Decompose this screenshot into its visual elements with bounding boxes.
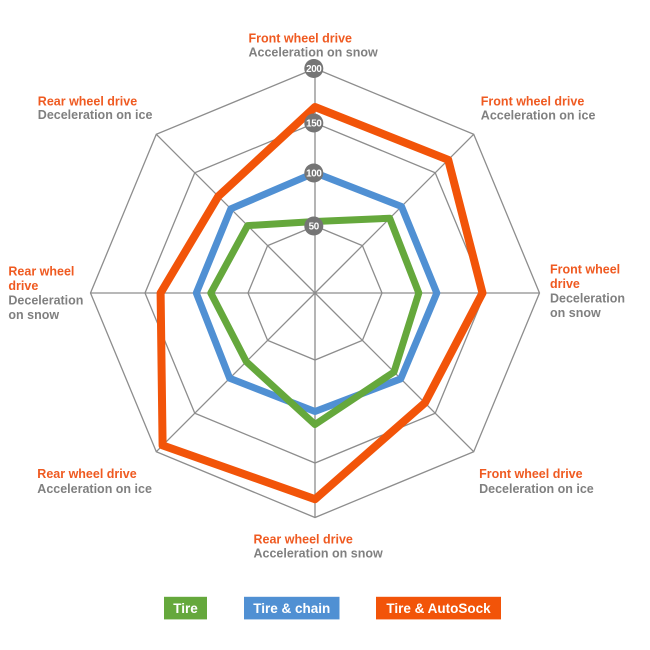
svg-text:100: 100 [306,169,322,180]
svg-text:Acceleration on snow: Acceleration on snow [254,547,383,561]
svg-text:drive: drive [550,277,580,291]
svg-text:on snow: on snow [550,306,601,320]
svg-text:Tire & chain: Tire & chain [253,601,330,616]
svg-text:Acceleration on ice: Acceleration on ice [37,482,152,496]
svg-text:drive: drive [8,279,38,293]
svg-text:Front wheel drive: Front wheel drive [481,94,585,108]
svg-text:Tire: Tire [173,601,198,616]
svg-text:Acceleration on ice: Acceleration on ice [481,108,596,122]
svg-text:Rear wheel drive: Rear wheel drive [254,532,353,546]
svg-text:Rear wheel drive: Rear wheel drive [37,467,136,481]
svg-text:Deceleration on ice: Deceleration on ice [38,108,153,122]
svg-text:200: 200 [306,64,322,75]
svg-text:Rear wheel drive: Rear wheel drive [38,94,137,108]
svg-text:Front wheel drive: Front wheel drive [249,32,353,46]
svg-text:Front wheel: Front wheel [550,262,620,276]
svg-text:Rear wheel: Rear wheel [8,264,74,278]
svg-text:Acceleration on snow: Acceleration on snow [249,45,378,59]
svg-text:on snow: on snow [8,308,59,322]
svg-text:Tire & AutoSock: Tire & AutoSock [386,601,491,616]
svg-text:50: 50 [309,222,320,233]
svg-text:150: 150 [306,119,322,130]
svg-text:Deceleration: Deceleration [8,294,83,308]
svg-text:Deceleration: Deceleration [550,291,625,305]
svg-text:Deceleration on ice: Deceleration on ice [479,482,594,496]
svg-text:Front wheel drive: Front wheel drive [479,467,583,481]
